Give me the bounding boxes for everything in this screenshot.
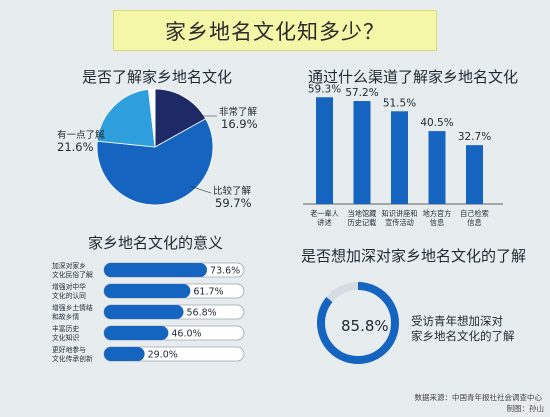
chart-credit: 制图：孙山 <box>506 404 545 413</box>
meaning-bar <box>104 347 145 361</box>
meaning-category-label: 更好地参与 <box>52 345 86 354</box>
bar-chart-title: 通过什么渠道了解家乡地名文化 <box>308 68 519 86</box>
meaning-category-label: 文化的认同 <box>52 291 86 300</box>
meaning-category-label: 文化知识 <box>52 333 79 342</box>
meaning-category-label: 文化民俗了解 <box>52 270 93 279</box>
meaning-bar <box>104 263 208 277</box>
meaning-bar-value: 73.6% <box>210 266 240 277</box>
meaning-category-label: 和故乡情 <box>52 312 79 321</box>
donut-caption-line1: 受访青年想加深对 <box>411 314 503 328</box>
pie-slice-gap <box>148 88 156 148</box>
channel-category-label: 老一辈人 <box>310 209 339 218</box>
pie-value-little: 21.6% <box>57 140 94 154</box>
channel-bar <box>353 101 371 204</box>
meaning-bar-value: 29.0% <box>148 350 178 361</box>
channel-bar-value: 59.3% <box>308 83 341 95</box>
channel-category-label: 地方官方 <box>423 209 452 218</box>
channel-bar-value: 32.7% <box>458 131 491 143</box>
meaning-bar-value: 46.0% <box>171 329 201 340</box>
channel-category-label: 信息 <box>430 218 444 227</box>
pie-value-fairly: 59.7% <box>215 196 252 210</box>
channel-bar-value: 57.2% <box>345 87 378 99</box>
donut-center-value: 85.8% <box>341 317 389 335</box>
meaning-bar <box>104 305 184 319</box>
channel-bar <box>428 131 446 204</box>
channel-bar-value: 51.5% <box>383 97 416 109</box>
pie-leader-line <box>189 185 212 194</box>
donut-arc <box>317 282 399 364</box>
page-title: 家乡地名文化知多少？ <box>113 10 437 51</box>
channel-bar <box>316 97 333 204</box>
channel-category-label: 知识讲座和 <box>382 209 418 218</box>
pie-chart-title: 是否了解家乡地名文化 <box>82 68 233 86</box>
page-title-text: 家乡地名文化知多少？ <box>165 19 385 44</box>
pie-label-little: 有一点了解 <box>57 130 105 141</box>
meaning-chart-title: 家乡地名文化的意义 <box>88 234 224 252</box>
pie-label-very: 非常了解 <box>219 107 258 118</box>
pie-slice-little <box>96 88 156 148</box>
channel-category-label: 信息 <box>467 218 481 227</box>
meaning-bar-value: 56.8% <box>187 308 217 319</box>
channel-category-label: 讲述 <box>317 218 331 227</box>
channel-category-label: 历史记载 <box>348 218 377 227</box>
meaning-category-label: 增强对中华 <box>52 282 86 291</box>
meaning-bar <box>104 326 169 340</box>
meaning-category-label: 增强乡土情结 <box>52 303 93 312</box>
pie-slice-very <box>154 88 207 148</box>
meaning-category-label: 加深对家乡 <box>52 261 86 270</box>
pie-label-fairly: 比较了解 <box>213 186 252 197</box>
channel-bar <box>466 145 483 204</box>
data-source: 数据来源：中国青年报社社会调查中心 <box>414 393 543 402</box>
pie-slice-fairly <box>96 118 214 206</box>
meaning-category-label: 文化传承创新 <box>52 354 93 363</box>
pie-value-very: 16.9% <box>221 117 258 131</box>
donut-caption-line2: 家乡地名文化的了解 <box>411 329 515 343</box>
channel-bar-value: 40.5% <box>420 117 453 129</box>
channel-category-label: 自己检索 <box>460 209 489 218</box>
meaning-bar-value: 61.7% <box>193 287 223 298</box>
meaning-bar <box>104 284 191 298</box>
channel-category-label: 宣传活动 <box>385 218 414 227</box>
channel-category-label: 当地馆藏 <box>348 209 377 218</box>
channel-bar <box>391 111 408 204</box>
meaning-category-label: 丰富历史 <box>52 324 79 333</box>
desire-chart-title: 是否想加深对家乡地名文化的了解 <box>301 247 527 265</box>
